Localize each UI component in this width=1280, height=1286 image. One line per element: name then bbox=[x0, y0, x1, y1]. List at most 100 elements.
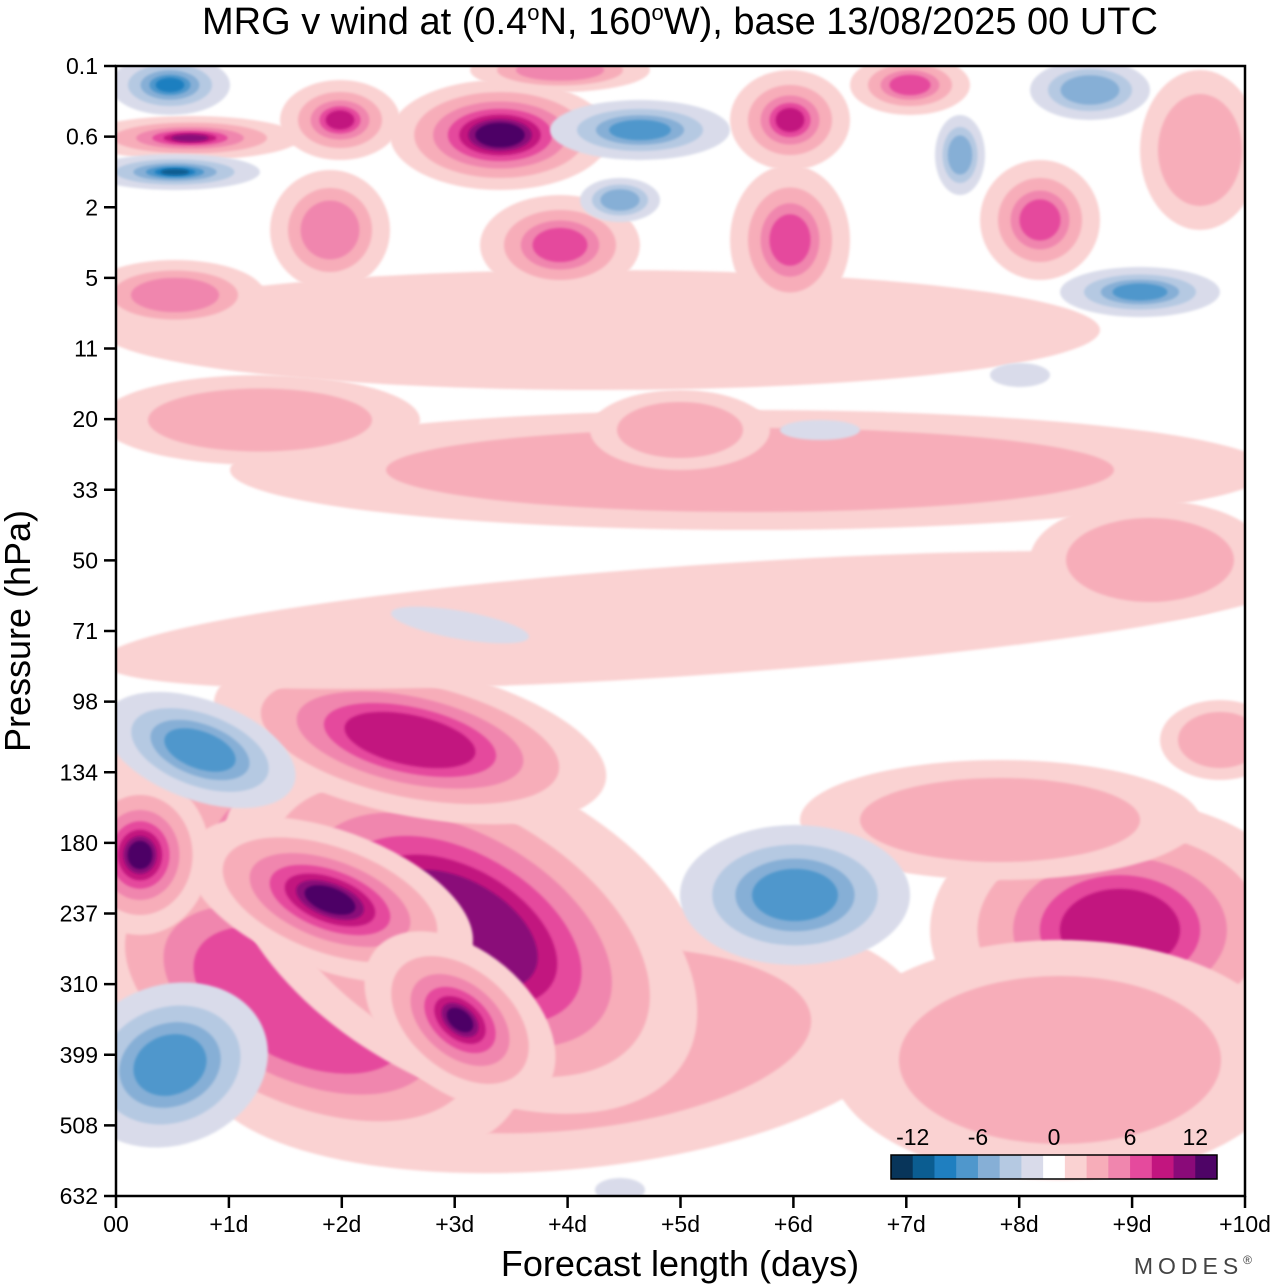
colorbar-swatch bbox=[934, 1155, 957, 1179]
colorbar-swatch bbox=[956, 1155, 979, 1179]
negative-contour-level bbox=[1060, 75, 1120, 105]
x-tick-label: 00 bbox=[103, 1211, 129, 1237]
negative-contour-level bbox=[947, 135, 973, 175]
y-axis: 0.1 0.6 2 5 11 20 33 50 71 98 134 180 237 310 399 508 63… bbox=[60, 53, 116, 1209]
x-tick-label: +6d bbox=[774, 1211, 813, 1237]
negative-contour-level bbox=[155, 77, 185, 93]
colorbar-label: 12 bbox=[1182, 1124, 1208, 1150]
positive-contour-level bbox=[532, 227, 588, 263]
y-tick-label: 20 bbox=[72, 406, 98, 432]
y-tick-label: 11 bbox=[74, 336, 98, 362]
x-tick-label: +3d bbox=[435, 1211, 474, 1237]
positive-contour-level bbox=[889, 74, 931, 96]
title-lon-unit: W), base 13/08/2025 00 UTC bbox=[664, 1, 1158, 43]
negative-contour-level bbox=[600, 189, 640, 211]
chart-title: MRG v wind at (0.4oN, 160oW), base 13/08… bbox=[202, 0, 1158, 43]
x-tick-label: +9d bbox=[1113, 1211, 1152, 1237]
positive-contour-level bbox=[475, 122, 525, 148]
positive-contour-level bbox=[899, 976, 1221, 1144]
y-tick-label: 180 bbox=[60, 830, 98, 856]
colorbar-swatch bbox=[1064, 1155, 1087, 1179]
colorbar-swatch bbox=[1108, 1155, 1131, 1179]
colorbar-frame bbox=[890, 1154, 1218, 1180]
y-tick-label: 508 bbox=[60, 1112, 98, 1138]
colorbar-swatch bbox=[999, 1155, 1022, 1179]
positive-contour-level bbox=[769, 214, 811, 266]
x-tick-label: +5d bbox=[661, 1211, 700, 1237]
positive-contour-level bbox=[127, 840, 153, 870]
x-tick-label: +10d bbox=[1219, 1211, 1271, 1237]
negative-contour-level bbox=[160, 168, 190, 176]
y-tick-label: 33 bbox=[72, 477, 98, 503]
colorbar-label: -12 bbox=[896, 1124, 929, 1150]
colorbar-swatch bbox=[1021, 1155, 1044, 1179]
positive-contour-level bbox=[116, 270, 1100, 390]
positive-contour-level bbox=[860, 778, 1140, 862]
y-tick-label: 98 bbox=[72, 689, 98, 715]
modes-logo: MODES® bbox=[1134, 1253, 1252, 1279]
positive-contour-level bbox=[1066, 518, 1234, 602]
positive-contour-level bbox=[446, 1007, 474, 1033]
colorbar-swatch bbox=[1043, 1155, 1066, 1179]
negative-contour-level bbox=[595, 1178, 645, 1196]
positive-contour-level bbox=[304, 885, 356, 915]
y-tick-label: 0.6 bbox=[66, 124, 98, 150]
positive-contour-level bbox=[515, 66, 605, 81]
positive-contour-level bbox=[148, 388, 372, 452]
colorbar-swatch bbox=[912, 1155, 935, 1179]
colorbar: -12 -6 0 6 12 bbox=[890, 1124, 1218, 1180]
x-tick-label: +7d bbox=[887, 1211, 926, 1237]
y-tick-label: 310 bbox=[60, 971, 98, 997]
colorbar-swatch bbox=[1086, 1155, 1109, 1179]
x-axis: 00 +1d +2d +3d +4d +5d +6d +7d +8d +9d +10d bbox=[103, 1196, 1271, 1237]
colorbar-label: -6 bbox=[968, 1124, 988, 1150]
positive-contour-level bbox=[130, 277, 220, 313]
negative-contour-level bbox=[609, 119, 671, 141]
negative-contour-level bbox=[133, 1034, 207, 1096]
positive-contour-level bbox=[300, 200, 360, 260]
negative-contour-level bbox=[391, 606, 529, 644]
x-tick-label: +2d bbox=[322, 1211, 361, 1237]
colorbar-swatch bbox=[1130, 1155, 1153, 1179]
y-tick-label: 50 bbox=[72, 547, 98, 573]
y-tick-label: 399 bbox=[60, 1042, 98, 1068]
negative-contour-level bbox=[752, 868, 838, 922]
y-tick-label: 2 bbox=[85, 194, 98, 220]
colorbar-swatch bbox=[1173, 1155, 1196, 1179]
y-axis-label: Pressure (hPa) bbox=[0, 510, 38, 752]
y-tick-label: 0.1 bbox=[66, 53, 98, 79]
positive-contour-level bbox=[775, 107, 805, 133]
y-tick-label: 71 bbox=[72, 618, 98, 644]
colorbar-label: 6 bbox=[1124, 1124, 1137, 1150]
title-degree-1: o bbox=[527, 0, 539, 25]
positive-contour-level bbox=[116, 550, 1245, 690]
colorbar-swatch bbox=[1151, 1155, 1174, 1179]
positive-contour-level bbox=[1178, 712, 1245, 768]
positive-contour-level bbox=[1019, 199, 1061, 241]
y-tick-label: 237 bbox=[60, 901, 98, 927]
y-tick-label: 134 bbox=[60, 759, 99, 785]
positive-contour-level bbox=[617, 402, 743, 458]
negative-contour-level bbox=[780, 420, 860, 440]
plot-area bbox=[116, 66, 1245, 1196]
modes-logo-text: MODES bbox=[1134, 1253, 1243, 1279]
y-tick-label: 5 bbox=[85, 265, 98, 291]
modes-logo-mark: ® bbox=[1243, 1253, 1252, 1267]
colorbar-swatch bbox=[977, 1155, 1001, 1179]
positive-contour-level bbox=[344, 711, 476, 769]
positive-contour-level bbox=[1158, 94, 1242, 206]
x-tick-label: +4d bbox=[548, 1211, 587, 1237]
colorbar-swatch bbox=[1195, 1155, 1218, 1179]
x-tick-label: +8d bbox=[1000, 1211, 1039, 1237]
contour-fill-layer bbox=[116, 66, 1245, 1196]
y-tick-label: 632 bbox=[60, 1183, 98, 1209]
negative-contour-level bbox=[164, 728, 236, 772]
positive-contour-level bbox=[325, 110, 355, 130]
negative-contour-level bbox=[990, 363, 1050, 387]
x-tick-label: +1d bbox=[209, 1211, 248, 1237]
positive-contour-level bbox=[386, 428, 1114, 512]
negative-contour-level bbox=[1112, 283, 1168, 301]
title-prefix: MRG v wind at (0.4 bbox=[202, 1, 527, 43]
colorbar-label: 0 bbox=[1048, 1124, 1061, 1150]
